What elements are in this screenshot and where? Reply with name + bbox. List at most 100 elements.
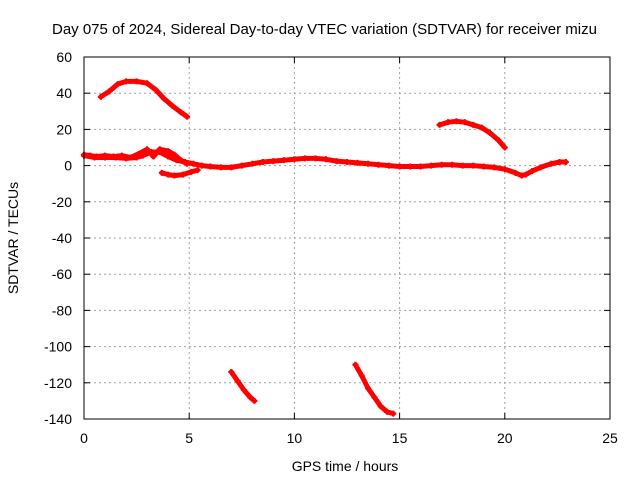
data-point <box>194 167 201 174</box>
x-tick-label: 25 <box>602 430 618 446</box>
y-tick-label: -40 <box>52 230 72 246</box>
x-tick-label: 0 <box>80 430 88 446</box>
data-point <box>102 152 109 159</box>
y-tick-label: -140 <box>44 411 72 427</box>
data-point <box>522 171 529 178</box>
data-point <box>501 166 508 173</box>
data-point <box>270 158 277 165</box>
data-point <box>123 78 130 85</box>
data-point <box>135 150 142 157</box>
data-point <box>512 169 519 176</box>
grid <box>84 57 610 419</box>
data-point <box>407 163 414 170</box>
plot-frame <box>83 56 611 420</box>
y-tick-label: -60 <box>52 266 72 282</box>
data-point <box>133 78 140 85</box>
data-point <box>198 162 205 169</box>
data-point <box>365 385 372 392</box>
data-point <box>144 80 151 87</box>
series-line <box>98 78 190 120</box>
series-line <box>352 362 396 417</box>
series-track-dip <box>158 167 201 179</box>
data-point <box>438 161 445 168</box>
data-point <box>156 146 163 153</box>
data-point <box>358 372 365 379</box>
data-point <box>184 160 191 167</box>
data-point <box>165 171 172 178</box>
y-tick-label: -80 <box>52 302 72 318</box>
data-point <box>127 154 134 161</box>
data-point <box>390 410 397 417</box>
x-axis: 0 5 10 15 20 25 <box>80 57 618 446</box>
data-point <box>150 153 157 160</box>
data-point <box>160 95 167 102</box>
data-point <box>487 130 494 137</box>
data-point <box>240 387 247 394</box>
data-point <box>184 113 191 120</box>
series-track-high-right <box>436 118 508 151</box>
y-tick-label: 20 <box>56 121 72 137</box>
data-point <box>396 163 403 170</box>
data-point <box>371 394 378 401</box>
data-point <box>165 153 172 160</box>
data-point <box>118 152 125 159</box>
data-point <box>249 160 256 167</box>
series-track-high-arc <box>97 78 191 120</box>
data-point <box>171 172 178 179</box>
data-point <box>238 162 245 169</box>
data-point <box>386 162 393 169</box>
data-point <box>501 144 508 151</box>
data-point <box>377 403 384 410</box>
x-tick-label: 20 <box>497 430 513 446</box>
data-point <box>97 93 104 100</box>
y-tick-label: -100 <box>44 339 72 355</box>
data-point <box>217 164 224 171</box>
data-point <box>110 153 117 160</box>
data-point <box>444 119 451 126</box>
data-point <box>537 164 544 171</box>
y-tick-label: 40 <box>56 85 72 101</box>
data-point <box>165 148 172 155</box>
data-point <box>562 158 569 165</box>
data-point <box>375 161 382 168</box>
y-axis: -140 -120 -100 -80 -60 -40 -20 0 20 40 60 <box>44 49 610 427</box>
y-axis-label: SDTVAR / TECUs <box>5 182 21 294</box>
series-track-low-mid <box>352 361 397 417</box>
data-point <box>114 81 121 88</box>
data-point <box>234 377 241 384</box>
data-point <box>207 163 214 170</box>
data-point <box>152 86 159 93</box>
y-tick-label: -20 <box>52 194 72 210</box>
data-point <box>228 164 235 171</box>
series-track-main-baseline <box>81 149 569 179</box>
data-point <box>453 118 460 125</box>
data-point <box>480 163 487 170</box>
data-point <box>495 137 502 144</box>
data-point <box>470 121 477 128</box>
data-point <box>548 160 555 167</box>
data-point <box>352 361 359 368</box>
data-point <box>93 153 100 160</box>
data-point <box>436 121 443 128</box>
data-point <box>188 168 195 175</box>
series-track-low-left <box>228 368 258 404</box>
data-point <box>280 157 287 164</box>
x-axis-label: GPS time / hours <box>292 458 399 474</box>
data-point <box>291 156 298 163</box>
data-point <box>449 161 456 168</box>
data-point <box>459 162 466 169</box>
y-tick-label: 0 <box>64 158 72 174</box>
data-point <box>177 109 184 116</box>
y-tick-label: 60 <box>56 49 72 65</box>
data-point <box>312 155 319 162</box>
x-tick-label: 5 <box>185 430 193 446</box>
data-point <box>333 158 340 165</box>
data-point <box>228 368 235 375</box>
data-point <box>259 158 266 165</box>
y-tick-label: -120 <box>44 375 72 391</box>
data-point <box>417 163 424 170</box>
x-tick-label: 10 <box>287 430 303 446</box>
data-point <box>470 162 477 169</box>
data-point <box>529 168 536 175</box>
